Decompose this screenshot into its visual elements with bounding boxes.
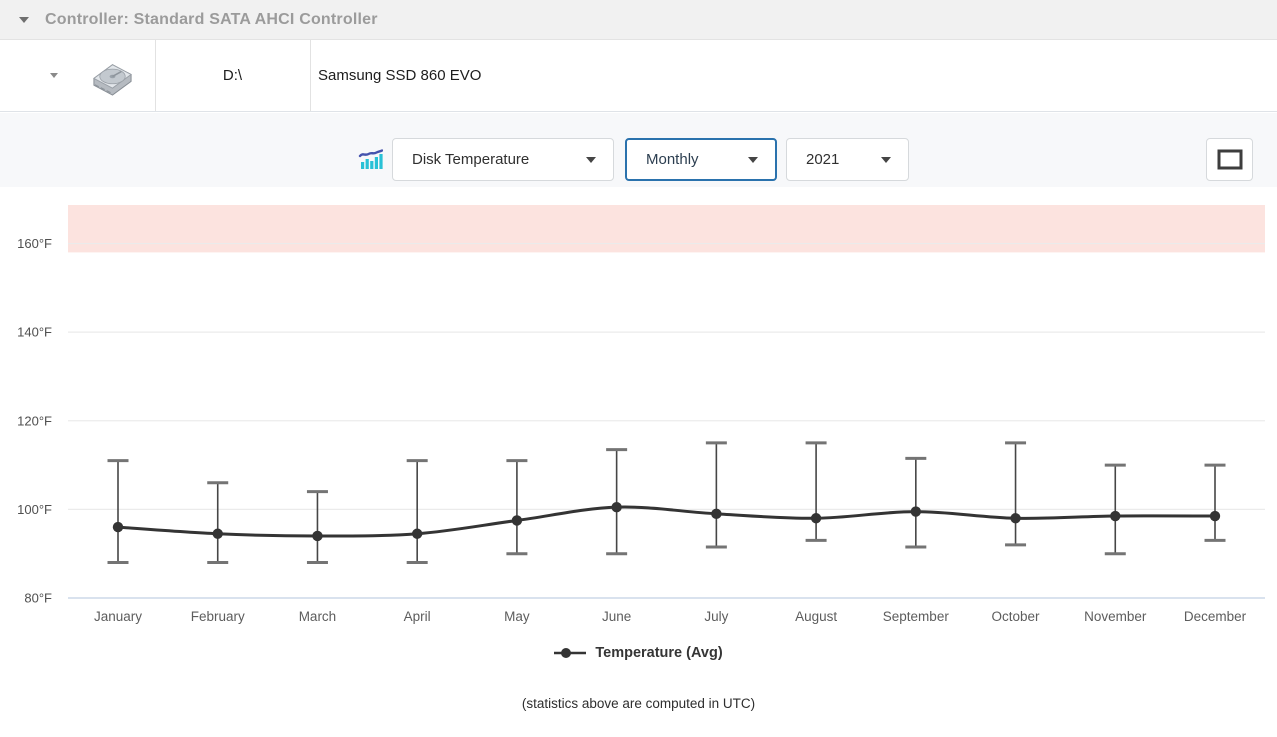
controller-header[interactable]: Controller: Standard SATA AHCI Controlle… (0, 0, 1277, 40)
data-point-october[interactable] (1010, 513, 1021, 524)
hard-disk-icon (92, 64, 133, 96)
month-label: November (1084, 609, 1147, 624)
fullscreen-icon (1217, 149, 1242, 170)
data-point-march[interactable] (312, 530, 323, 542)
month-label: July (704, 609, 728, 624)
legend-label: Temperature (Avg) (595, 645, 723, 661)
month-label: August (795, 609, 837, 624)
y-tick-label: 100°F (17, 502, 52, 517)
fullscreen-button[interactable] (1206, 138, 1253, 181)
month-label: December (1184, 609, 1247, 624)
chevron-down-icon (586, 156, 596, 163)
controller-title: Controller: Standard SATA AHCI Controlle… (45, 10, 378, 28)
data-point-january[interactable] (112, 521, 124, 533)
y-tick-label: 140°F (17, 325, 52, 340)
period-value: Monthly (646, 151, 699, 168)
disk-row[interactable] (0, 40, 1277, 112)
data-point-july[interactable] (711, 508, 722, 520)
data-point-november[interactable] (1110, 510, 1121, 522)
month-label: January (94, 609, 142, 624)
y-tick-label: 80°F (24, 591, 52, 606)
year-dropdown[interactable]: 2021 (786, 138, 909, 181)
temperature-chart: 160°F 140°F 120°F 100°F 80°F January February M… (0, 187, 1277, 737)
legend-marker-icon (554, 648, 587, 658)
utc-footnote: (statistics above are computed in UTC) (521, 696, 756, 711)
chart-metric-dropdown[interactable]: Disk Temperature (392, 138, 614, 181)
period-dropdown[interactable]: Monthly (625, 138, 777, 181)
bar-chart-trend-icon (358, 149, 383, 169)
month-label: February (191, 609, 245, 624)
month-label: September (883, 609, 950, 624)
disk-model: Samsung SSD 860 EVO (318, 67, 482, 84)
disk-expand-caret-icon[interactable] (50, 73, 58, 78)
y-tick-label: 160°F (17, 236, 52, 251)
month-label: May (504, 609, 530, 624)
overheat-danger-zone (68, 205, 1265, 253)
year-value: 2021 (806, 151, 840, 168)
data-point-february[interactable] (212, 528, 223, 539)
chevron-down-icon (748, 156, 758, 163)
data-point-may[interactable] (511, 515, 523, 526)
collapse-caret-icon[interactable] (19, 16, 29, 23)
data-point-september[interactable] (910, 506, 922, 517)
temperature-chart-svg: 160°F 140°F 120°F 100°F 80°F January February M… (17, 205, 1265, 624)
data-point-april[interactable] (411, 528, 423, 539)
average-temperature-line (117, 505, 1216, 538)
month-label: March (299, 609, 337, 624)
month-label: June (602, 609, 631, 624)
chart-legend[interactable]: Temperature (Avg) (0, 645, 1277, 661)
month-label: April (404, 609, 431, 624)
y-tick-label: 120°F (17, 413, 52, 428)
data-point-june[interactable] (611, 501, 622, 513)
month-label: October (992, 609, 1041, 624)
chart-metric-value: Disk Temperature (412, 151, 530, 168)
data-point-december[interactable] (1209, 510, 1221, 522)
drive-letter: D:\ (222, 67, 243, 84)
chevron-down-icon (881, 156, 891, 163)
data-point-august[interactable] (810, 513, 822, 524)
